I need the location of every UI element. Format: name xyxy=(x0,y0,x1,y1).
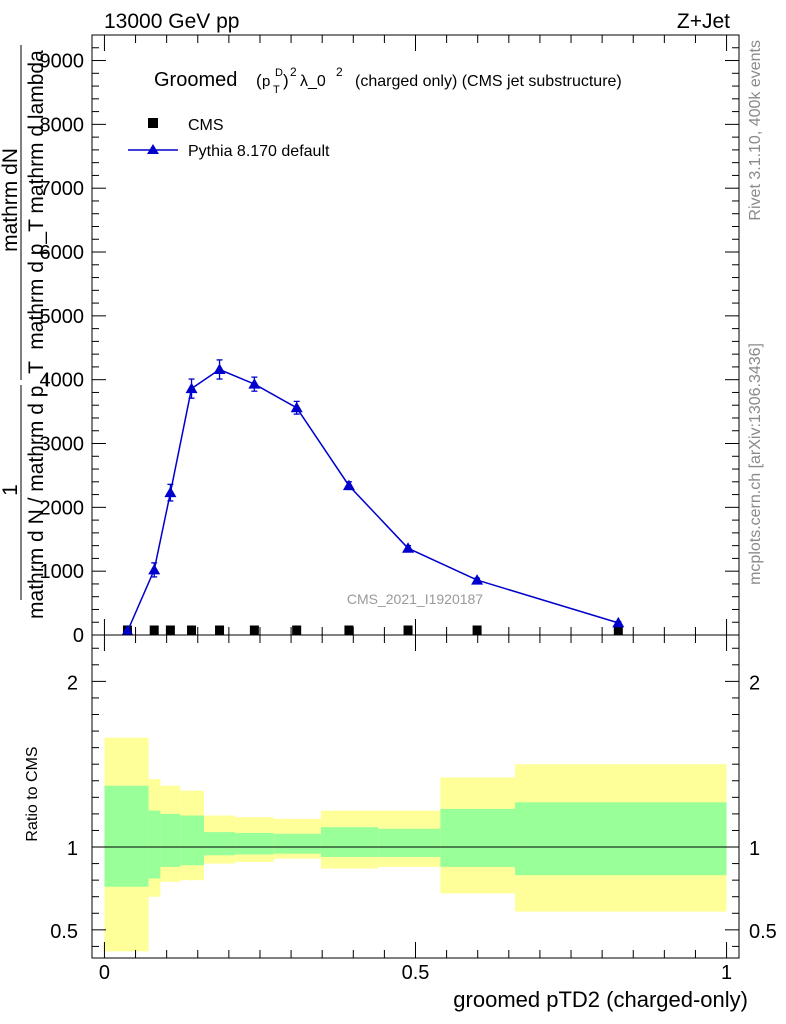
cms-point xyxy=(472,625,482,635)
pythia-point xyxy=(185,382,198,394)
cms-point xyxy=(165,625,175,635)
y-tick-label: 6000 xyxy=(40,242,85,264)
analysis-watermark: CMS_2021_I1920187 xyxy=(347,591,483,607)
ylabel-prefix-numerator: 1 xyxy=(0,484,22,496)
cms-point xyxy=(215,625,225,635)
ratio-panel: 0.5 0.51 12 2 0 0.5 1 Ratio to CMS groomed pT… xyxy=(24,634,777,1012)
x-axis-label: groomed pTD2 (charged-only) xyxy=(453,987,748,1012)
cms-point xyxy=(187,625,197,635)
ratio-y-tick-label: 2 xyxy=(67,672,78,694)
ratio-y-tick-label: 1 xyxy=(67,838,78,860)
energy-label: 13000 GeV pp xyxy=(104,10,239,33)
cms-point xyxy=(292,625,302,635)
pythia-point xyxy=(213,363,226,374)
main-plot-marks xyxy=(121,359,625,636)
ratio-inner-band xyxy=(104,785,149,887)
ratio-inner-band xyxy=(378,828,441,857)
y-tick-label: 2000 xyxy=(40,497,85,519)
ratio-inner-band xyxy=(203,832,236,856)
ratio-x-ticks: 0 0.5 1 xyxy=(99,635,732,984)
cms-point xyxy=(613,625,623,635)
ratio-y-ticks: 0.5 0.5 1 1 2 2 xyxy=(50,647,777,947)
ratio-y-tick-label-right: 2 xyxy=(749,672,760,694)
title-lambda: λ_0 xyxy=(300,73,326,90)
ratio-bands xyxy=(104,737,727,952)
legend-cms-label: CMS xyxy=(188,117,224,134)
pythia-point xyxy=(148,563,161,575)
x-tick-label: 0 xyxy=(99,962,110,984)
legend-cms-marker xyxy=(148,118,158,128)
pythia-point xyxy=(402,542,415,553)
ratio-y-tick-label-right: 1 xyxy=(749,838,760,860)
y-tick-label: 5000 xyxy=(40,306,85,328)
main-y-axis-label: 1 mathrm d N / mathrm d p_T mathrm dN ma… xyxy=(0,45,48,619)
title-open-paren: ( xyxy=(256,71,262,90)
ylabel-numerator: mathrm dN xyxy=(0,148,22,252)
pythia-point xyxy=(248,378,261,389)
cms-point xyxy=(344,625,354,635)
y-tick-label: 8000 xyxy=(40,114,85,136)
ratio-inner-band xyxy=(440,808,516,867)
ylabel-prefix-denominator: mathrm d N / mathrm d p_T xyxy=(25,361,48,619)
title-sup-d: D xyxy=(275,67,283,79)
main-y-ticks: 0 1000 2000 3000 4000 5000 6000 7000 8000 9000 xyxy=(40,34,739,647)
x-tick-label: 1 xyxy=(721,962,732,984)
legend-pythia-marker xyxy=(147,144,159,154)
rivet-label: Rivet 3.1.10, 400k events xyxy=(747,40,764,221)
ratio-inner-band xyxy=(148,810,161,879)
ratio-inner-band xyxy=(515,802,727,876)
main-panel: 0 1000 2000 3000 4000 5000 6000 7000 8000 9000 Gr… xyxy=(0,34,740,647)
title-p: p xyxy=(262,73,270,90)
title-lambda-pow: 2 xyxy=(336,65,343,79)
legend-pythia-label: Pythia 8.170 default xyxy=(188,143,330,160)
ylabel-denominator: mathrm d p_T mathrm d lambda xyxy=(25,50,48,350)
y-tick-label: 0 xyxy=(73,625,84,647)
pythia-point xyxy=(471,574,484,585)
ratio-inner-band xyxy=(273,833,321,854)
title-rest: (charged only) (CMS jet substructure) xyxy=(355,73,622,90)
title-sub-t: T xyxy=(273,84,280,96)
pythia-point xyxy=(342,479,355,491)
y-tick-label: 1000 xyxy=(40,561,85,583)
y-tick-label: 3000 xyxy=(40,434,85,456)
ratio-inner-band xyxy=(235,832,274,855)
pythia-point xyxy=(290,401,303,413)
cms-point xyxy=(149,625,159,635)
title-pow: 2 xyxy=(290,65,297,79)
cms-point xyxy=(249,625,259,635)
main-x-ticks xyxy=(103,35,728,635)
ratio-inner-band xyxy=(180,815,204,866)
y-tick-label: 4000 xyxy=(40,370,85,392)
mcplots-label: mcplots.cern.ch [arXiv:1306.3436] xyxy=(747,343,764,585)
cms-point xyxy=(403,625,413,635)
process-label: Z+Jet xyxy=(677,10,730,33)
ratio-y-tick-label-right: 0.5 xyxy=(749,921,777,943)
pythia-point xyxy=(121,625,134,636)
y-tick-label: 9000 xyxy=(40,51,85,73)
pythia-point xyxy=(164,486,177,498)
ratio-y-axis-label: Ratio to CMS xyxy=(24,746,41,841)
ratio-inner-band xyxy=(320,827,379,857)
ratio-y-tick-label: 0.5 xyxy=(50,921,78,943)
legend: CMS Pythia 8.170 default xyxy=(128,117,330,160)
title-close-paren: ) xyxy=(283,71,289,90)
y-tick-label: 7000 xyxy=(40,178,85,200)
plot-title: Groomed ( p D T ) 2 λ_0 2 (charged only)… xyxy=(154,65,622,96)
x-tick-label: 0.5 xyxy=(402,962,430,984)
ratio-inner-band xyxy=(160,813,181,867)
title-prefix: Groomed xyxy=(154,69,237,91)
pythia-point xyxy=(612,616,625,628)
